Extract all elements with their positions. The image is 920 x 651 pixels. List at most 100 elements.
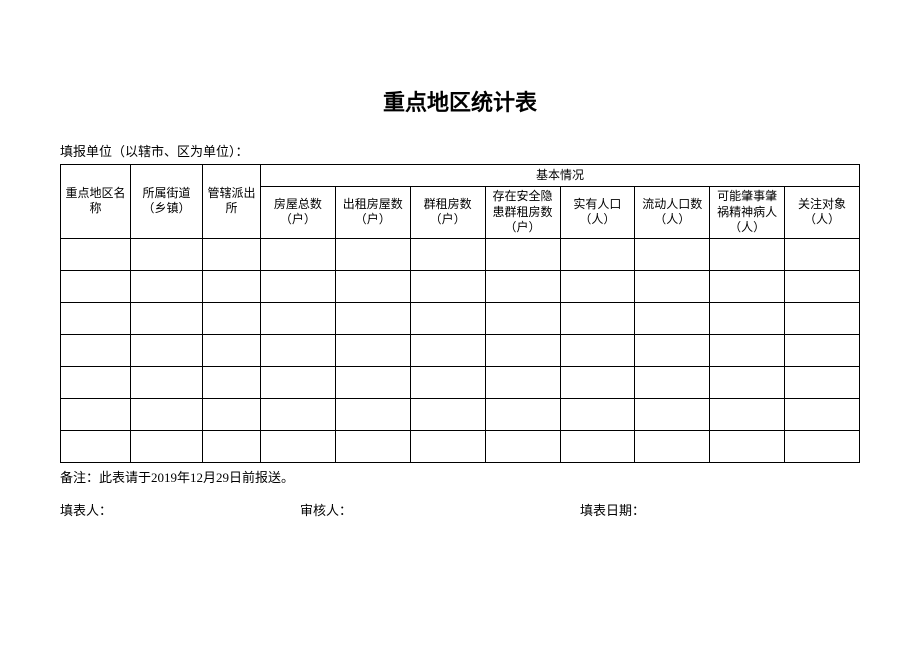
col-header-focus: 关注对象（人） [785,187,860,239]
cell [61,302,131,334]
cell [560,270,635,302]
footer: 填表人： 审核人： 填表日期： [60,500,860,519]
cell [61,430,131,462]
cell [410,238,485,270]
filler-label: 填表人： [60,500,300,519]
cell [635,398,710,430]
cell [560,302,635,334]
cell [635,302,710,334]
cell [335,366,410,398]
table-row [61,366,860,398]
cell [710,398,785,430]
cell [261,270,336,302]
cell [335,430,410,462]
table-row [61,334,860,366]
cell [410,398,485,430]
cell [785,270,860,302]
cell [203,398,261,430]
cell [410,430,485,462]
cell [710,270,785,302]
cell [785,398,860,430]
cell [131,430,203,462]
cell [203,270,261,302]
cell [335,238,410,270]
note-text: 备注：此表请于2019年12月29日前报送。 [60,467,860,486]
cell [131,238,203,270]
col-header-real-pop: 实有人口（人） [560,187,635,239]
col-header-street: 所属街道（乡镇） [131,165,203,239]
cell [485,302,560,334]
cell [785,238,860,270]
cell [560,430,635,462]
col-header-house-total: 房屋总数（户） [261,187,336,239]
auditor-label: 审核人： [300,500,580,519]
cell [635,430,710,462]
cell [335,302,410,334]
cell [410,302,485,334]
cell [785,366,860,398]
cell [410,334,485,366]
table-row [61,430,860,462]
cell [485,270,560,302]
cell [710,334,785,366]
col-header-float-pop: 流动人口数（人） [635,187,710,239]
cell [560,238,635,270]
statistics-table: 重点地区名称 所属街道（乡镇） 管辖派出所 基本情况 房屋总数（户） 出租房屋数… [60,164,860,463]
col-header-mental: 可能肇事肇祸精神病人（人） [710,187,785,239]
cell [710,302,785,334]
cell [131,302,203,334]
table-row [61,238,860,270]
cell [785,430,860,462]
page-title: 重点地区统计表 [60,85,860,117]
col-header-police: 管辖派出所 [203,165,261,239]
cell [710,430,785,462]
cell [335,398,410,430]
cell [710,366,785,398]
cell [61,366,131,398]
cell [261,366,336,398]
table-row [61,398,860,430]
cell [335,334,410,366]
cell [485,366,560,398]
table-body [61,238,860,462]
cell [635,366,710,398]
cell [203,238,261,270]
col-header-danger-rent: 存在安全隐患群租房数（户） [485,187,560,239]
cell [485,238,560,270]
cell [131,398,203,430]
cell [485,430,560,462]
table-row [61,302,860,334]
cell [203,334,261,366]
cell [261,238,336,270]
cell [261,334,336,366]
cell [131,366,203,398]
cell [560,398,635,430]
cell [485,398,560,430]
cell [61,270,131,302]
cell [261,398,336,430]
col-header-rent-house: 出租房屋数（户） [335,187,410,239]
cell [61,334,131,366]
cell [635,238,710,270]
cell [61,398,131,430]
cell [203,366,261,398]
col-header-group: 基本情况 [261,165,860,187]
cell [335,270,410,302]
cell [710,238,785,270]
cell [203,430,261,462]
cell [560,334,635,366]
cell [635,270,710,302]
cell [131,334,203,366]
cell [785,302,860,334]
col-header-group-rent: 群租房数（户） [410,187,485,239]
col-header-name: 重点地区名称 [61,165,131,239]
cell [261,430,336,462]
cell [261,302,336,334]
cell [485,334,560,366]
cell [203,302,261,334]
table-row [61,270,860,302]
cell [410,366,485,398]
cell [131,270,203,302]
cell [785,334,860,366]
cell [560,366,635,398]
